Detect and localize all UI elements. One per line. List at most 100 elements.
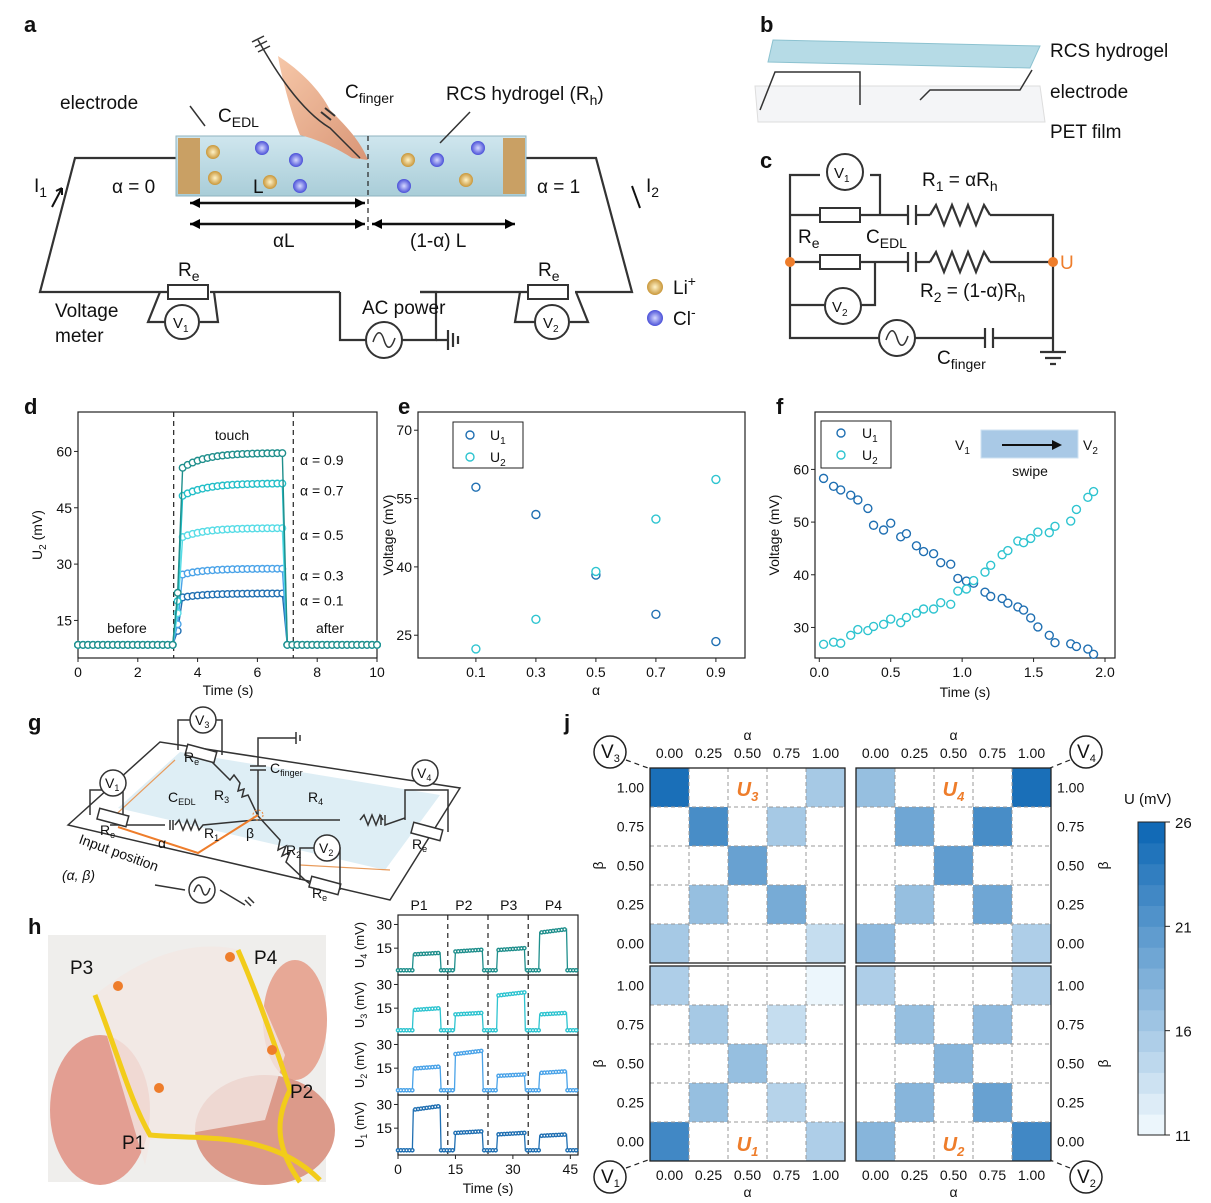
panel-b-layers: RCS hydrogel electrode PET film xyxy=(754,39,1168,143)
label-g-Cedl: CEDL xyxy=(168,789,196,807)
legend-sub: 2 xyxy=(500,458,506,469)
heatmap-frame xyxy=(649,965,846,1162)
data-point xyxy=(471,644,481,654)
legend-label: U2 xyxy=(862,447,878,467)
heatmap-cell xyxy=(1012,966,1051,1005)
beta-tick-label: 0.50 xyxy=(1057,858,1084,874)
data-point xyxy=(986,560,996,570)
heatmap-cell xyxy=(689,1083,728,1122)
heatmap-cell xyxy=(934,807,973,846)
legend-sub: 2 xyxy=(872,456,878,467)
heatmap-cell xyxy=(728,1083,767,1122)
swipe-arrowhead-icon xyxy=(1052,440,1062,450)
corner-v: V xyxy=(1077,1167,1090,1188)
heatmap-cell xyxy=(973,1083,1012,1122)
corner-leader xyxy=(625,759,649,769)
heatmap-cell xyxy=(650,846,689,885)
label-I2: I2 xyxy=(646,176,659,200)
x-tick-label: 45 xyxy=(563,1161,579,1177)
heatmap-cell xyxy=(973,768,1012,807)
data-point xyxy=(450,1027,455,1033)
heatmap-cell xyxy=(895,885,934,924)
beta-tick-label: 1.00 xyxy=(617,978,644,994)
beta-tick-label: 0.00 xyxy=(1057,1134,1084,1150)
data-point xyxy=(410,1147,415,1153)
heatmap-cell xyxy=(806,966,845,1005)
alpha-tick-label: 1.00 xyxy=(812,745,839,761)
data-point xyxy=(522,1130,527,1136)
beta-tick-label: 0.75 xyxy=(1057,1017,1084,1033)
label-one-minus-alpha-L: (1-α) L xyxy=(410,231,466,252)
y-label-main: U xyxy=(352,1079,367,1088)
data-point xyxy=(435,1064,441,1070)
y-axis-label: U2 (mV) xyxy=(29,510,49,560)
chart-d: 0 2 4 6 8 10 15 30 45 60 α = 0.1 α = 0.3 α = 0.5 α = … xyxy=(29,411,385,698)
heatmap-cell xyxy=(856,807,895,846)
x-axis-label: Time (s) xyxy=(203,682,254,698)
heatmap-cell xyxy=(728,1044,767,1083)
legend-sub: 1 xyxy=(872,434,878,445)
y-tick-label: 30 xyxy=(376,1036,392,1052)
colorbar-segment xyxy=(1138,947,1165,969)
data-point xyxy=(410,1087,415,1093)
heatmap-cell xyxy=(767,1083,806,1122)
data-point xyxy=(1050,638,1060,648)
data-point xyxy=(878,525,889,535)
y-label-main: U xyxy=(352,1019,367,1028)
data-point xyxy=(536,1147,542,1153)
data-point xyxy=(435,1005,441,1011)
data-point xyxy=(536,1087,542,1093)
heatmap-cell xyxy=(1012,1122,1051,1161)
data-point xyxy=(853,495,863,505)
y-tick-label: 30 xyxy=(376,976,392,992)
alpha-tick-label: 0.25 xyxy=(901,1167,928,1183)
data-point xyxy=(911,608,922,618)
heatmap-cell xyxy=(767,1005,806,1044)
colorbar-label: U (mV) xyxy=(1124,791,1172,808)
heatmap-cell xyxy=(728,885,767,924)
heatmap-cell xyxy=(973,846,1012,885)
data-point xyxy=(478,947,484,953)
alpha-tick-label: 0.00 xyxy=(656,1167,683,1183)
data-point xyxy=(522,945,527,951)
data-point xyxy=(878,619,889,629)
inset-V2: V2 xyxy=(1083,437,1098,457)
colorbar-segment xyxy=(1138,988,1165,1011)
data-point xyxy=(573,1087,579,1093)
heatmap-cell xyxy=(895,924,934,963)
corner-sub: 3 xyxy=(614,753,620,765)
data-point xyxy=(573,1027,579,1033)
alpha-tick-label: 0.50 xyxy=(940,1167,967,1183)
panel-a-labels: electrode CEDL Cfinger RCS hydrogel (Rh)… xyxy=(34,82,696,347)
segment-label: P2 xyxy=(455,897,472,913)
data-point xyxy=(410,1027,415,1033)
x-tick-label: 6 xyxy=(254,664,262,680)
data-point xyxy=(818,473,829,484)
beta-tick-label: 1.00 xyxy=(1057,978,1084,994)
label-ac-power: AC power xyxy=(362,298,446,319)
data-point xyxy=(1083,492,1093,503)
label-alpha-L: αL xyxy=(273,231,295,252)
y-axis-label: U3 (mV) xyxy=(352,982,369,1028)
heatmap-cell xyxy=(806,1005,845,1044)
heatmap-cell xyxy=(650,1044,689,1083)
heatmap-cell xyxy=(856,885,895,924)
heatmap-cell xyxy=(806,885,845,924)
annotation-touch: touch xyxy=(215,427,249,443)
beta-tick-label: 0.00 xyxy=(1057,936,1084,952)
inset-sub: 1 xyxy=(964,446,970,457)
data-point xyxy=(1018,605,1029,615)
legend-label: U1 xyxy=(862,425,878,445)
heatmap-cell xyxy=(895,966,934,1005)
heatmap-cell xyxy=(689,1005,728,1044)
heatmap-cell xyxy=(973,807,1012,846)
panel-label-a: a xyxy=(24,12,37,37)
heatmap-cell xyxy=(806,768,845,807)
y-label-sub: 2 xyxy=(38,544,49,550)
data-point xyxy=(1033,527,1043,537)
data-point xyxy=(818,639,829,650)
heatmap-cell xyxy=(689,768,728,807)
legend-name: U xyxy=(490,449,500,465)
heatmap-cell xyxy=(856,966,895,1005)
alpha-axis-label: α xyxy=(743,1184,751,1200)
